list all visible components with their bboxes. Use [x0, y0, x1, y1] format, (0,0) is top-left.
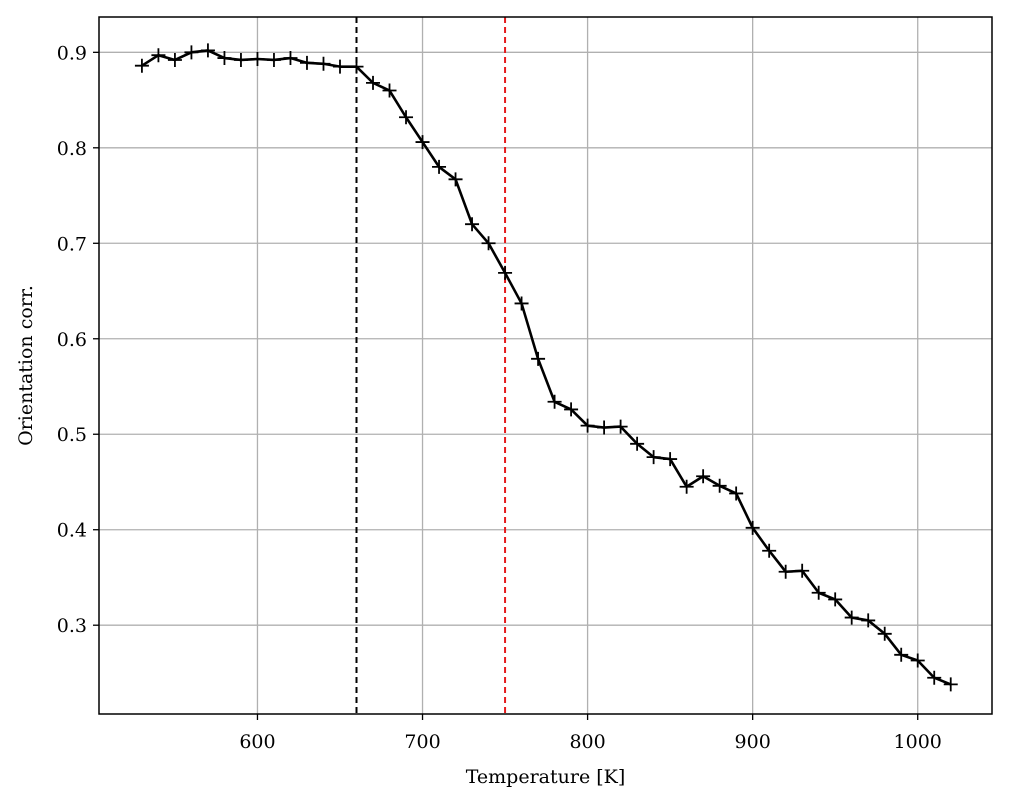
x-tick-label: 900 [735, 731, 771, 753]
data-point [679, 479, 694, 494]
data-point [498, 265, 513, 280]
data-point [200, 43, 215, 58]
y-tick-label: 0.6 [57, 329, 87, 351]
data-point [366, 75, 381, 90]
y-tick-label: 0.7 [57, 233, 87, 255]
data-point [481, 236, 496, 251]
y-tick-label: 0.8 [57, 138, 87, 160]
data-point [134, 58, 149, 73]
data-point [663, 452, 678, 467]
data-point [233, 52, 248, 67]
data-point [745, 520, 760, 535]
x-tick-label: 1000 [894, 731, 942, 753]
data-point [399, 110, 414, 125]
data-point [943, 677, 958, 692]
data-point [762, 543, 777, 558]
data-point [795, 563, 810, 578]
data-point [217, 51, 232, 66]
y-tick-label: 0.3 [57, 615, 87, 637]
data-point [910, 653, 925, 668]
data-point [415, 135, 430, 150]
data-point [299, 55, 314, 70]
y-axis-label: Orientation corr. [15, 285, 37, 446]
data-point [184, 45, 199, 60]
data-point [349, 59, 364, 74]
data-point [613, 419, 628, 434]
x-axis-label: Temperature [K] [466, 766, 626, 788]
data-point [828, 592, 843, 607]
data-point [597, 420, 612, 435]
y-tick-label: 0.4 [57, 520, 87, 542]
data-point [877, 626, 892, 641]
data-point [448, 172, 463, 187]
data-point [844, 610, 859, 625]
series-line [141, 49, 952, 686]
data-point [564, 402, 579, 417]
data-point [696, 469, 711, 484]
x-tick-label: 600 [239, 731, 275, 753]
ticks: 600 700 800 900 1000 0.3 0.4 0.5 0.6 0.7 0.8 0.9 [57, 42, 942, 753]
data-point [630, 436, 645, 451]
series [134, 43, 958, 692]
data-point [250, 52, 265, 67]
data-point [580, 418, 595, 433]
data-point [382, 83, 397, 98]
x-tick-label: 700 [404, 731, 440, 753]
data-point [646, 450, 661, 465]
data-point [894, 647, 909, 662]
data-point [712, 478, 727, 493]
data-point [861, 613, 876, 628]
data-point [778, 564, 793, 579]
data-point [167, 52, 182, 67]
data-point [531, 351, 546, 366]
data-point [432, 159, 447, 174]
data-point [927, 670, 942, 685]
data-point [514, 296, 529, 311]
data-point [151, 48, 166, 63]
data-point [283, 51, 298, 66]
reference-lines [355, 17, 507, 714]
data-point [332, 59, 347, 74]
x-tick-label: 800 [569, 731, 605, 753]
data-point [266, 52, 281, 67]
data-point [547, 394, 562, 409]
grid [99, 17, 992, 714]
y-tick-label: 0.5 [57, 424, 87, 446]
data-point [316, 56, 331, 71]
data-point [729, 486, 744, 501]
data-point [811, 585, 826, 600]
data-point [465, 217, 480, 232]
y-tick-label: 0.9 [57, 42, 87, 64]
plot-frame [98, 16, 993, 715]
